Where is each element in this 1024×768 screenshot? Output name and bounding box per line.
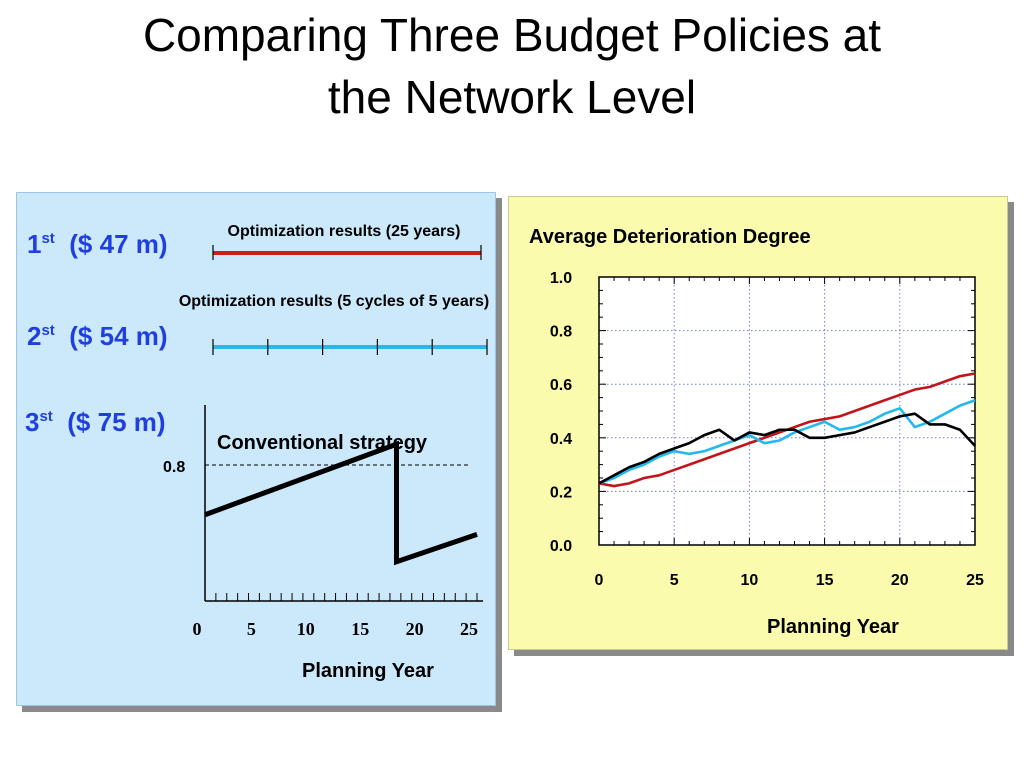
slide-title-line2: the Network Level — [327, 71, 697, 123]
x-tick-label: 10 — [741, 572, 759, 589]
policy-1-rank: 1 — [27, 229, 42, 259]
y-tick-labels: 0.0 0.2 0.4 0.6 0.8 1.0 — [550, 270, 572, 555]
y-tick-label: 1.0 — [550, 270, 572, 287]
policy-2-rank: 2 — [27, 321, 42, 351]
policy-2-description: Optimization results (5 cycles of 5 year… — [178, 293, 490, 310]
policy-1-description: Optimization results (25 years) — [227, 223, 461, 240]
conventional-strategy-label: Conventional strategy — [217, 432, 428, 454]
y-tick-label: 0.2 — [550, 484, 572, 501]
conventional-x-tick-label: 25 — [460, 619, 478, 639]
conventional-x-ticks — [204, 593, 478, 601]
conventional-profile-line — [204, 440, 478, 566]
x-axis-label: Planning Year — [767, 616, 899, 638]
x-tick-label: 25 — [966, 572, 984, 589]
policy-3-budget: ($ 75 m) — [67, 407, 166, 437]
policy-2-rank-suffix: st — [41, 322, 55, 339]
conventional-threshold-label: 0.8 — [163, 459, 185, 476]
y-tick-label: 0.6 — [550, 377, 572, 394]
policy-2-cycle-ticks — [212, 339, 488, 355]
conventional-x-tick-label: 10 — [297, 619, 315, 639]
deterioration-chart: Average Deterioration Degree 0.00.20.40.… — [529, 226, 984, 638]
conventional-x-tick-label: 15 — [351, 619, 369, 639]
policy-1-budget: ($ 47 m) — [69, 229, 168, 259]
policy-3-rank: 3 — [25, 407, 40, 437]
policy-diagram: 0 5 10 15 20 25 0.8 Conventional strategy Pla… — [163, 245, 488, 682]
conventional-x-tick-label: 5 — [247, 619, 256, 639]
chart-series — [598, 372, 976, 488]
x-tick-label: 20 — [891, 572, 909, 589]
chart-title: Average Deterioration Degree — [529, 226, 811, 248]
x-tick-labels: 0 5 10 15 20 25 — [595, 572, 984, 589]
policies-panel: 1st ($ 47 m) Optimization results (25 ye… — [16, 192, 496, 706]
conventional-x-axis-label: Planning Year — [302, 660, 434, 682]
policy-1-rank-suffix: st — [41, 230, 55, 247]
policy-2-label: 2st ($ 54 m) — [27, 321, 168, 352]
x-tick-label: 5 — [670, 572, 679, 589]
y-tick-label: 0.8 — [550, 324, 572, 341]
plot-area — [598, 276, 976, 546]
deterioration-chart-panel: Average Deterioration Degree 0.0 0.2 0.4 0.… — [508, 196, 1008, 650]
policy-2-budget: ($ 54 m) — [69, 321, 168, 351]
plot-axis-ticks — [598, 276, 976, 546]
policy-1-label: 1st ($ 47 m) — [27, 229, 168, 260]
series-line-2 — [598, 399, 976, 485]
x-tick-label: 0 — [595, 572, 604, 589]
y-tick-label: 0.4 — [550, 431, 572, 448]
x-tick-label: 15 — [816, 572, 834, 589]
conventional-x-tick-label: 0 — [193, 619, 202, 639]
series-line-3 — [598, 412, 976, 485]
conventional-x-tick-label: 20 — [406, 619, 424, 639]
slide-title: Comparing Three Budget Policies at the N… — [0, 4, 1024, 128]
slide-title-line1: Comparing Three Budget Policies at — [142, 9, 882, 61]
policy-3-label: 3st ($ 75 m) — [25, 407, 166, 438]
y-tick-label: 0.0 — [550, 538, 572, 555]
policy-3-rank-suffix: st — [39, 408, 53, 425]
conventional-x-tick-labels: 0 5 10 15 20 25 — [193, 619, 479, 639]
